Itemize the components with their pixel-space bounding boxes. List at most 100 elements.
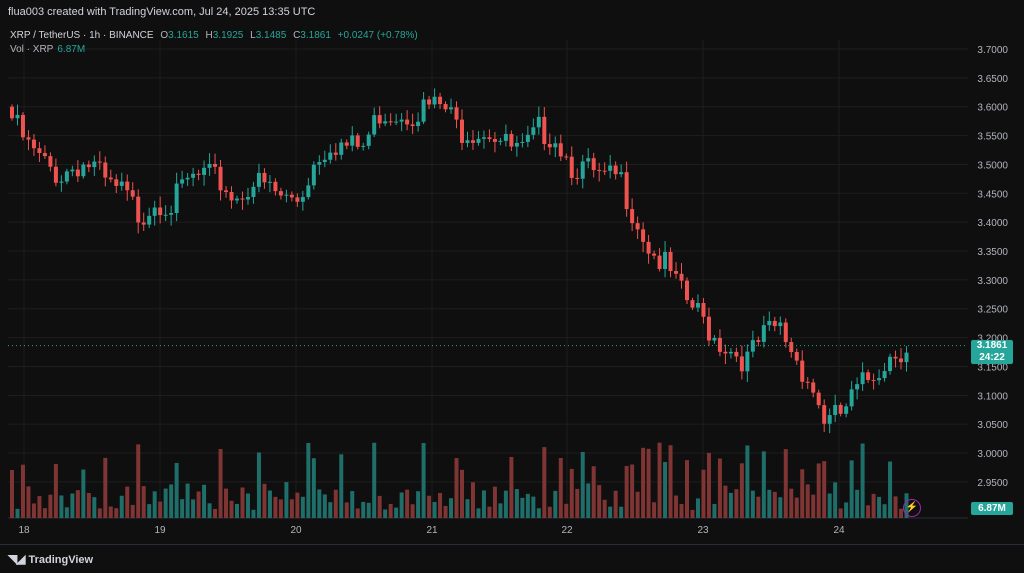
candle-body bbox=[361, 145, 366, 147]
y-tick-label: 3.1500 bbox=[977, 362, 1008, 373]
candle-body bbox=[377, 115, 382, 124]
candle-body bbox=[366, 134, 371, 146]
y-tick-label: 3.3500 bbox=[977, 247, 1008, 258]
volume-bar bbox=[531, 496, 536, 518]
candle-body bbox=[421, 99, 426, 122]
volume-bar bbox=[701, 469, 706, 518]
candle-body bbox=[311, 164, 316, 186]
candle-body bbox=[564, 156, 569, 158]
tradingview-logo[interactable]: ◥◢ TradingView bbox=[8, 552, 93, 566]
candle-body bbox=[717, 337, 722, 352]
volume-bar bbox=[273, 496, 278, 518]
lightning-icon[interactable]: ⚡ bbox=[903, 499, 921, 517]
volume-bar bbox=[218, 449, 223, 518]
candle-body bbox=[465, 140, 470, 143]
volume-bar bbox=[860, 443, 865, 518]
candle-body bbox=[827, 415, 832, 424]
candle-body bbox=[882, 371, 887, 379]
candle-body bbox=[855, 384, 860, 390]
candle-body bbox=[86, 164, 91, 168]
volume-bar bbox=[427, 495, 432, 518]
volume-bar bbox=[789, 488, 794, 518]
candle-body bbox=[641, 229, 646, 242]
candle-body bbox=[427, 99, 432, 105]
candle-body bbox=[306, 185, 311, 198]
bar-countdown: 24:22 bbox=[979, 352, 1005, 363]
candle-body bbox=[152, 207, 157, 216]
volume-bar bbox=[855, 489, 860, 518]
volume-bar bbox=[383, 509, 388, 518]
volume-bar bbox=[207, 503, 212, 518]
candle-body bbox=[866, 372, 871, 380]
candle-body bbox=[503, 133, 508, 141]
candle-body bbox=[344, 142, 349, 146]
y-tick-label: 3.0500 bbox=[977, 420, 1008, 431]
volume-bar bbox=[833, 482, 838, 518]
candle-body bbox=[761, 325, 766, 342]
x-tick-label: 24 bbox=[833, 525, 845, 536]
attribution-text: flua003 created with TradingView.com, Ju… bbox=[8, 6, 316, 18]
volume-bar bbox=[778, 497, 783, 518]
candle-body bbox=[849, 389, 854, 407]
volume-bar bbox=[558, 458, 563, 518]
candle-body bbox=[103, 162, 108, 178]
candle-body bbox=[575, 177, 580, 179]
candle-body bbox=[899, 358, 904, 363]
y-tick-label: 3.6500 bbox=[977, 74, 1008, 85]
volume-bar bbox=[70, 493, 75, 518]
volume-bar bbox=[158, 501, 163, 518]
volume-bar bbox=[322, 494, 327, 518]
volume-bar bbox=[256, 452, 261, 518]
volume-bar bbox=[509, 456, 514, 518]
volume-bar bbox=[553, 490, 558, 518]
candle-body bbox=[685, 280, 689, 301]
candle-body bbox=[163, 214, 168, 216]
candle-body bbox=[652, 253, 657, 256]
volume-bar bbox=[92, 497, 97, 518]
volume-bar bbox=[706, 452, 711, 518]
volume-bar bbox=[163, 488, 168, 518]
volume-bar bbox=[300, 496, 305, 518]
candle-body bbox=[70, 169, 75, 172]
candle-body bbox=[728, 351, 733, 354]
candle-body bbox=[273, 181, 278, 192]
candle-body bbox=[833, 404, 838, 416]
candle-body bbox=[191, 173, 196, 178]
candle-body bbox=[432, 96, 437, 105]
candle-body bbox=[240, 198, 245, 200]
y-tick-label: 3.6000 bbox=[977, 103, 1008, 114]
y-tick-label: 3.4000 bbox=[977, 218, 1008, 229]
volume-bar bbox=[690, 509, 695, 518]
volume-bar bbox=[344, 502, 349, 518]
volume-bar bbox=[141, 486, 146, 518]
candle-body bbox=[119, 181, 124, 186]
volume-bar bbox=[613, 490, 618, 518]
x-tick-label: 19 bbox=[154, 525, 166, 536]
volume-bar bbox=[454, 458, 459, 518]
volume-bar bbox=[602, 499, 607, 518]
tradingview-logo-icon: ◥◢ bbox=[8, 552, 25, 566]
volume-bar bbox=[838, 508, 843, 518]
volume-bar bbox=[580, 452, 585, 518]
candle-body bbox=[256, 172, 261, 187]
candle-body bbox=[267, 181, 272, 183]
volume-bar bbox=[783, 449, 788, 518]
candle-body bbox=[690, 300, 695, 308]
candle-body bbox=[454, 107, 459, 120]
candle-body bbox=[586, 158, 591, 162]
candle-body bbox=[460, 119, 464, 143]
candlestick-chart[interactable]: 3.7000 3.6500 3.6000 3.5500 3.5000 3.4500 3.40… bbox=[0, 0, 1024, 544]
candle-body bbox=[520, 141, 525, 143]
candle-body bbox=[635, 223, 640, 230]
candle-body bbox=[42, 153, 47, 157]
volume-bar bbox=[306, 442, 311, 518]
candle-body bbox=[438, 96, 443, 105]
candle-body bbox=[31, 139, 36, 149]
candle-body bbox=[64, 171, 69, 182]
volume-bar bbox=[405, 489, 410, 518]
candle-body bbox=[794, 352, 799, 361]
candle-body bbox=[668, 251, 673, 272]
candle-body bbox=[333, 152, 338, 155]
volume-bar bbox=[794, 497, 799, 518]
volume-bar bbox=[372, 442, 377, 518]
